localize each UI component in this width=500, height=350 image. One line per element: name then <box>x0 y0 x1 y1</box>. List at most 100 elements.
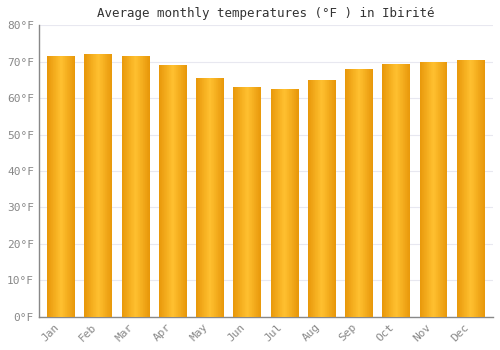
Bar <box>164 65 165 317</box>
Bar <box>326 80 328 317</box>
Bar <box>253 87 254 317</box>
Bar <box>238 87 239 317</box>
Bar <box>366 69 368 317</box>
Bar <box>280 89 281 317</box>
Bar <box>133 56 134 317</box>
Bar <box>479 60 480 317</box>
Bar <box>137 56 138 317</box>
Bar <box>355 69 356 317</box>
Bar <box>438 62 439 317</box>
Bar <box>436 62 437 317</box>
Bar <box>197 78 198 317</box>
Bar <box>138 56 139 317</box>
Bar <box>128 56 130 317</box>
Bar <box>333 80 334 317</box>
Bar <box>482 60 484 317</box>
Bar <box>481 60 482 317</box>
Bar <box>186 65 187 317</box>
Bar <box>308 80 309 317</box>
Bar <box>292 89 293 317</box>
Bar <box>220 78 222 317</box>
Bar <box>295 89 296 317</box>
Bar <box>147 56 148 317</box>
Bar <box>476 60 477 317</box>
Bar <box>94 55 95 317</box>
Bar <box>126 56 127 317</box>
Bar <box>134 56 135 317</box>
Bar <box>394 64 395 317</box>
Bar <box>139 56 140 317</box>
Bar <box>125 56 126 317</box>
Bar <box>160 65 161 317</box>
Bar <box>132 56 133 317</box>
Bar <box>362 69 363 317</box>
Bar <box>260 87 262 317</box>
Bar <box>127 56 128 317</box>
Bar <box>359 69 360 317</box>
Bar <box>100 55 101 317</box>
Bar <box>256 87 257 317</box>
Bar <box>184 65 186 317</box>
Bar <box>58 56 59 317</box>
Bar <box>148 56 149 317</box>
Bar <box>201 78 202 317</box>
Bar <box>401 64 402 317</box>
Bar <box>162 65 163 317</box>
Bar <box>64 56 66 317</box>
Bar <box>424 62 425 317</box>
Bar <box>444 62 446 317</box>
Bar <box>382 64 383 317</box>
Bar <box>291 89 292 317</box>
Bar <box>317 80 318 317</box>
Bar <box>252 87 253 317</box>
Bar <box>259 87 260 317</box>
Bar <box>242 87 243 317</box>
Bar <box>446 62 448 317</box>
Bar <box>371 69 372 317</box>
Bar <box>272 89 274 317</box>
Bar <box>473 60 474 317</box>
Bar <box>293 89 294 317</box>
Bar <box>241 87 242 317</box>
Bar <box>106 55 107 317</box>
Bar <box>477 60 478 317</box>
Bar <box>386 64 387 317</box>
Bar <box>475 60 476 317</box>
Bar <box>328 80 329 317</box>
Bar <box>422 62 423 317</box>
Bar <box>248 87 250 317</box>
Bar <box>182 65 184 317</box>
Bar <box>358 69 359 317</box>
Title: Average monthly temperatures (°F ) in Ibirité: Average monthly temperatures (°F ) in Ib… <box>97 7 434 20</box>
Bar <box>54 56 55 317</box>
Bar <box>73 56 74 317</box>
Bar <box>390 64 392 317</box>
Bar <box>142 56 144 317</box>
Bar <box>88 55 90 317</box>
Bar <box>250 87 251 317</box>
Bar <box>334 80 335 317</box>
Bar <box>275 89 276 317</box>
Bar <box>458 60 459 317</box>
Bar <box>320 80 321 317</box>
Bar <box>408 64 409 317</box>
Bar <box>86 55 87 317</box>
Bar <box>297 89 298 317</box>
Bar <box>111 55 112 317</box>
Bar <box>433 62 434 317</box>
Bar <box>172 65 173 317</box>
Bar <box>360 69 361 317</box>
Bar <box>168 65 170 317</box>
Bar <box>216 78 217 317</box>
Bar <box>283 89 284 317</box>
Bar <box>52 56 53 317</box>
Bar <box>87 55 88 317</box>
Bar <box>141 56 142 317</box>
Bar <box>254 87 255 317</box>
Bar <box>199 78 200 317</box>
Bar <box>370 69 371 317</box>
Bar <box>55 56 56 317</box>
Bar <box>434 62 435 317</box>
Bar <box>425 62 426 317</box>
Bar <box>74 56 75 317</box>
